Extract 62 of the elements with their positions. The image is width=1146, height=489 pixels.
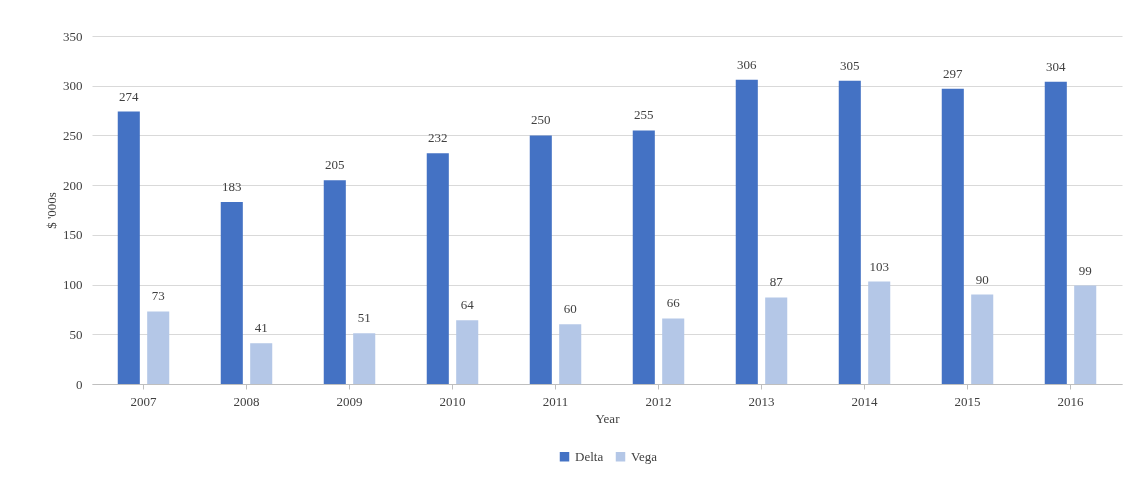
x-tick-label: 2013 xyxy=(748,393,775,409)
bar xyxy=(662,318,685,384)
y-tick-label: 350 xyxy=(63,28,83,44)
bar xyxy=(735,79,758,384)
bar xyxy=(765,297,788,384)
data-label: 183 xyxy=(222,179,242,195)
bar xyxy=(1044,81,1067,384)
y-tick-label: 300 xyxy=(63,78,83,94)
bar xyxy=(147,311,170,384)
y-tick-label: 50 xyxy=(69,326,83,342)
legend-label: Vega xyxy=(631,448,658,464)
bar xyxy=(323,180,346,384)
data-label: 232 xyxy=(428,130,448,146)
x-tick-label: 2011 xyxy=(542,393,569,409)
bar xyxy=(426,153,449,384)
bar xyxy=(941,88,964,384)
bar xyxy=(632,130,655,384)
bar xyxy=(117,111,140,384)
data-label: 64 xyxy=(460,297,475,313)
x-tick-label: 2015 xyxy=(954,393,981,409)
data-label: 304 xyxy=(1046,58,1067,74)
bar xyxy=(529,135,552,384)
x-tick-label: 2007 xyxy=(130,393,157,409)
x-tick-label: 2014 xyxy=(851,393,878,409)
data-label: 274 xyxy=(119,88,140,104)
x-tick-label: 2008 xyxy=(233,393,260,409)
y-tick-label: 200 xyxy=(63,177,83,193)
data-label: 60 xyxy=(563,301,577,317)
data-label: 205 xyxy=(325,157,345,173)
bar xyxy=(559,324,582,384)
data-label: 250 xyxy=(531,112,551,128)
y-tick-label: 250 xyxy=(63,127,83,143)
bar xyxy=(971,294,994,384)
x-tick-label: 2009 xyxy=(336,393,363,409)
data-label: 90 xyxy=(975,271,989,287)
data-label: 305 xyxy=(840,57,860,73)
bar xyxy=(220,202,243,384)
y-tick-label: 100 xyxy=(63,277,83,293)
data-label: 297 xyxy=(943,65,964,81)
data-label: 255 xyxy=(634,107,654,123)
y-tick-label: 0 xyxy=(76,376,83,392)
data-label: 306 xyxy=(737,56,758,72)
data-label: 99 xyxy=(1078,262,1092,278)
data-label: 87 xyxy=(769,274,784,290)
x-tick-label: 2012 xyxy=(645,393,672,409)
x-tick-label: 2010 xyxy=(439,393,466,409)
data-label: 73 xyxy=(151,288,165,304)
x-tick-label: 2016 xyxy=(1057,393,1084,409)
bar xyxy=(250,343,273,384)
bar xyxy=(456,320,479,384)
data-label: 51 xyxy=(357,310,371,326)
bar xyxy=(838,80,861,384)
bar xyxy=(1074,285,1097,384)
x-axis-title: Year xyxy=(595,410,621,426)
data-label: 66 xyxy=(666,295,681,311)
legend-label: Delta xyxy=(575,448,604,464)
bar xyxy=(353,333,376,384)
y-axis-title: $ '000s xyxy=(44,192,59,229)
bar xyxy=(868,281,891,384)
y-tick-label: 150 xyxy=(63,227,83,243)
data-label: 103 xyxy=(869,258,889,274)
data-label: 41 xyxy=(254,320,268,336)
